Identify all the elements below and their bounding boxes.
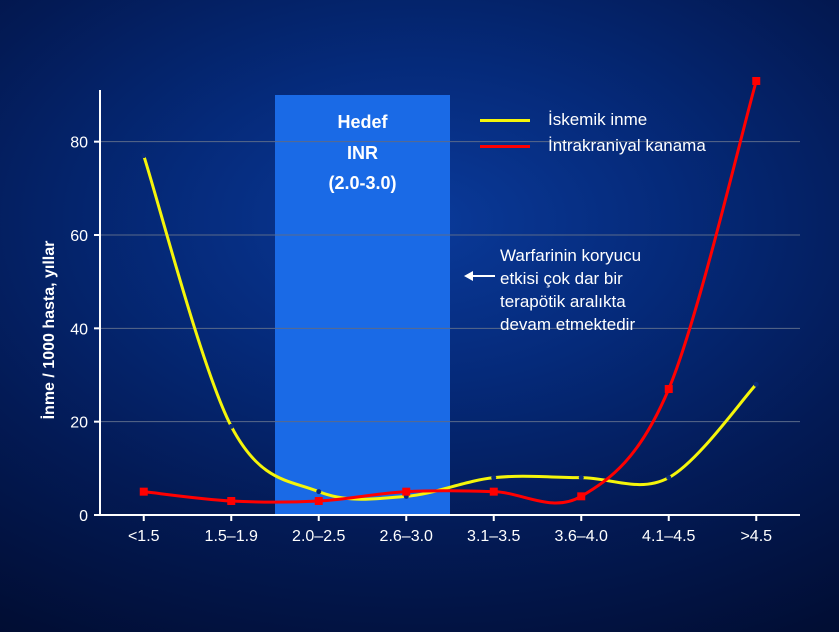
series-marker-0 xyxy=(491,475,496,480)
series-marker-0 xyxy=(579,475,584,480)
target-band-label: Hedef INR (2.0-3.0) xyxy=(308,107,418,199)
legend-row-0: İskemik inme xyxy=(480,110,706,130)
x-tick-label: 2.0–2.5 xyxy=(292,528,345,545)
x-tick-label: >4.5 xyxy=(740,528,772,545)
legend-row-1: İntrakraniyal kanama xyxy=(480,136,706,156)
series-marker-0 xyxy=(316,489,321,494)
series-marker-1 xyxy=(315,497,323,505)
series-marker-0 xyxy=(666,475,671,480)
annotation-line-4: devam etmektedir xyxy=(500,314,720,337)
legend: İskemik inme İntrakraniyal kanama xyxy=(480,110,706,162)
x-tick-label: 3.1–3.5 xyxy=(467,528,520,545)
series-marker-1 xyxy=(752,77,760,85)
legend-label-0: İskemik inme xyxy=(548,110,647,130)
arrow-head-icon xyxy=(464,271,473,281)
y-tick-label: 60 xyxy=(70,228,88,245)
series-marker-1 xyxy=(665,385,673,393)
series-marker-0 xyxy=(229,424,234,429)
y-tick-label: 80 xyxy=(70,135,88,152)
legend-swatch-0 xyxy=(480,119,530,122)
x-tick-label: 2.6–3.0 xyxy=(380,528,433,545)
target-band-label-2: INR xyxy=(308,138,418,169)
annotation-line-3: terapötik aralıkta xyxy=(500,291,720,314)
x-tick-label: <1.5 xyxy=(128,528,160,545)
annotation-text: Warfarinin koryucu etkisi çok dar bir te… xyxy=(500,245,720,337)
series-marker-1 xyxy=(227,497,235,505)
arrow-line-icon xyxy=(473,275,495,277)
target-band-label-1: Hedef xyxy=(308,107,418,138)
legend-label-1: İntrakraniyal kanama xyxy=(548,136,706,156)
legend-swatch-1 xyxy=(480,145,530,148)
chart-container: İnme / 1000 hasta, yıllar 020406080<1.51… xyxy=(50,70,810,590)
target-band-label-3: (2.0-3.0) xyxy=(308,168,418,199)
series-marker-0 xyxy=(141,153,146,158)
x-tick-label: 1.5–1.9 xyxy=(205,528,258,545)
y-tick-label: 40 xyxy=(70,321,88,338)
annotation-line-2: etkisi çok dar bir xyxy=(500,268,720,291)
annotation-arrow xyxy=(464,271,495,281)
slide-root: İnme / 1000 hasta, yıllar 0 20 40 60 80 <1.5 1… xyxy=(0,0,839,632)
series-marker-0 xyxy=(754,382,759,387)
y-tick-label: 20 xyxy=(70,415,88,432)
x-tick-label: 3.6–4.0 xyxy=(555,528,608,545)
annotation-line-1: Warfarinin koryucu xyxy=(500,245,720,268)
x-tick-label: 4.1–4.5 xyxy=(642,528,695,545)
series-marker-1 xyxy=(402,488,410,496)
y-axis-label: İnme / 1000 hasta, yıllar xyxy=(41,241,59,420)
series-marker-1 xyxy=(140,488,148,496)
series-marker-1 xyxy=(577,492,585,500)
y-tick-label: 0 xyxy=(79,508,88,525)
series-marker-1 xyxy=(490,488,498,496)
